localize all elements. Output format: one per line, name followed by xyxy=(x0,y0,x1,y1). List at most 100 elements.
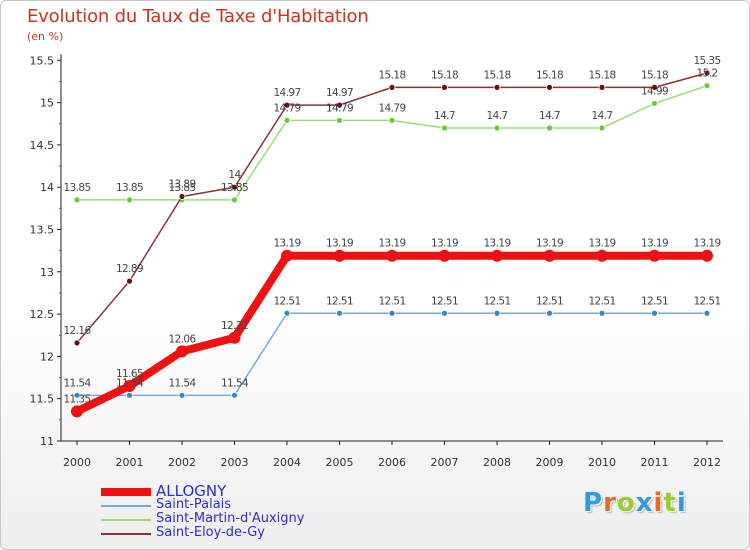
y-tick-label: 14 xyxy=(40,181,54,194)
data-label-saint-palais: 12.51 xyxy=(641,295,668,307)
data-label-allogny: 13.19 xyxy=(641,238,668,250)
legend-label-saint-martin-d-auxigny: Saint-Martin-d'Auxigny xyxy=(156,511,305,526)
x-tick-label: 2008 xyxy=(483,456,511,469)
data-label-saint-palais: 12.51 xyxy=(483,295,510,307)
chart-subtitle: (en %) xyxy=(27,30,64,43)
legend-label-saint-palais: Saint-Palais xyxy=(156,497,232,512)
data-point-saint-martin-d-auxigny xyxy=(73,196,81,204)
data-label-saint-palais: 11.54 xyxy=(221,377,249,389)
data-point-saint-eloy-de-gy xyxy=(651,83,658,91)
data-point-saint-eloy-de-gy xyxy=(178,193,186,200)
y-tick-label: 14.5 xyxy=(30,139,55,152)
logo-letter: i xyxy=(653,488,664,518)
x-tick-label: 2006 xyxy=(378,456,406,469)
data-label-allogny: 12.06 xyxy=(168,333,196,345)
data-point-saint-palais xyxy=(546,309,553,317)
data-point-saint-palais xyxy=(73,391,81,399)
data-label-saint-martin-d-auxigny: 14.7 xyxy=(592,110,613,122)
x-tick-label: 2009 xyxy=(536,456,564,469)
data-point-saint-eloy-de-gy xyxy=(598,83,606,91)
data-label-allogny: 11.65 xyxy=(116,368,143,380)
data-label-allogny: 13.19 xyxy=(536,238,563,250)
data-point-saint-martin-d-auxigny xyxy=(441,124,448,132)
data-point-allogny xyxy=(701,249,713,262)
logo-letter: t xyxy=(663,488,677,518)
data-label-saint-eloy-de-gy: 14.97 xyxy=(326,87,353,99)
data-label-saint-palais: 12.51 xyxy=(326,295,353,307)
logo-letter: r xyxy=(603,488,617,518)
data-point-saint-eloy-de-gy xyxy=(126,277,133,285)
data-label-saint-eloy-de-gy: 14.97 xyxy=(273,87,300,99)
x-tick-label: 2007 xyxy=(431,456,459,469)
data-label-saint-martin-d-auxigny: 13.85 xyxy=(168,182,195,194)
data-label-saint-martin-d-auxigny: 14.79 xyxy=(326,102,353,114)
data-label-saint-martin-d-auxigny: 13.85 xyxy=(116,182,143,194)
data-point-saint-palais xyxy=(493,309,501,317)
data-label-saint-palais: 12.51 xyxy=(536,295,563,307)
data-point-allogny xyxy=(543,249,556,262)
data-point-saint-eloy-de-gy xyxy=(283,101,291,109)
data-point-saint-palais xyxy=(336,309,343,317)
data-label-saint-martin-d-auxigny: 14.7 xyxy=(434,110,455,122)
data-point-saint-martin-d-auxigny xyxy=(231,196,238,204)
y-tick-label: 13.5 xyxy=(30,224,55,237)
data-point-saint-eloy-de-gy xyxy=(388,83,396,91)
data-point-saint-palais xyxy=(178,391,186,399)
data-point-saint-eloy-de-gy xyxy=(231,183,238,191)
legend-item-saint-eloy-de-gy: Saint-Eloy-de-Gy xyxy=(101,525,401,541)
y-tick-label: 15.5 xyxy=(30,54,55,67)
data-label-saint-eloy-de-gy: 15.18 xyxy=(536,69,563,81)
data-label-saint-palais: 12.51 xyxy=(431,295,458,307)
x-tick-label: 2003 xyxy=(221,456,249,469)
data-point-saint-eloy-de-gy xyxy=(336,101,343,109)
data-point-saint-palais xyxy=(703,309,711,317)
x-tick-label: 2005 xyxy=(326,456,354,469)
legend-swatch-allogny xyxy=(101,488,151,496)
data-point-allogny xyxy=(491,249,503,262)
data-label-saint-eloy-de-gy: 15.35 xyxy=(693,55,720,67)
data-label-saint-eloy-de-gy: 12.16 xyxy=(63,325,91,337)
data-point-allogny xyxy=(281,249,293,262)
data-point-saint-eloy-de-gy xyxy=(73,339,81,347)
data-point-saint-martin-d-auxigny xyxy=(546,124,553,132)
data-label-allogny: 11.35 xyxy=(63,393,90,405)
data-point-saint-martin-d-auxigny xyxy=(126,196,133,204)
legend-swatch-saint-martin-d-auxigny xyxy=(101,519,151,521)
data-point-allogny xyxy=(648,249,661,262)
legend-label-saint-eloy-de-gy: Saint-Eloy-de-Gy xyxy=(156,525,265,540)
data-label-saint-martin-d-auxigny: 14.7 xyxy=(487,110,508,122)
x-tick-label: 2012 xyxy=(693,456,721,469)
data-point-allogny xyxy=(438,249,451,262)
data-label-saint-palais: 11.54 xyxy=(63,377,91,389)
proxiti-logo: Proxiti xyxy=(583,488,687,518)
x-tick-label: 2000 xyxy=(63,456,91,469)
data-point-allogny xyxy=(228,331,241,344)
legend: ALLOGNY Saint-Palais Saint-Martin-d'Auxi… xyxy=(101,482,401,541)
data-label-saint-palais: 11.54 xyxy=(168,377,196,389)
data-point-saint-eloy-de-gy xyxy=(493,83,501,91)
data-point-saint-palais xyxy=(598,309,606,317)
data-label-saint-martin-d-auxigny: 14.7 xyxy=(539,110,560,122)
data-point-allogny xyxy=(386,249,398,262)
data-label-saint-palais: 12.51 xyxy=(588,295,615,307)
data-point-saint-eloy-de-gy xyxy=(441,83,448,91)
data-point-saint-martin-d-auxigny xyxy=(703,82,711,90)
data-label-saint-eloy-de-gy: 15.18 xyxy=(378,69,405,81)
data-point-saint-palais xyxy=(651,309,658,317)
data-label-saint-eloy-de-gy: 14 xyxy=(228,169,241,181)
x-tick-label: 2011 xyxy=(641,456,669,469)
data-label-saint-martin-d-auxigny: 14.79 xyxy=(273,102,300,114)
data-point-saint-martin-d-auxigny xyxy=(388,116,396,124)
data-label-saint-palais: 12.51 xyxy=(378,295,405,307)
data-point-allogny xyxy=(596,249,608,262)
data-point-saint-martin-d-auxigny xyxy=(493,124,501,132)
y-tick-label: 12.5 xyxy=(30,308,55,321)
data-point-saint-palais xyxy=(231,391,238,399)
chart-title: Evolution du Taux de Taxe d'Habitation xyxy=(27,6,369,27)
y-tick-label: 11.5 xyxy=(30,393,55,406)
data-label-saint-martin-d-auxigny: 14.99 xyxy=(641,85,668,97)
data-label-saint-martin-d-auxigny: 13.85 xyxy=(221,182,248,194)
y-tick-label: 12 xyxy=(40,350,54,363)
